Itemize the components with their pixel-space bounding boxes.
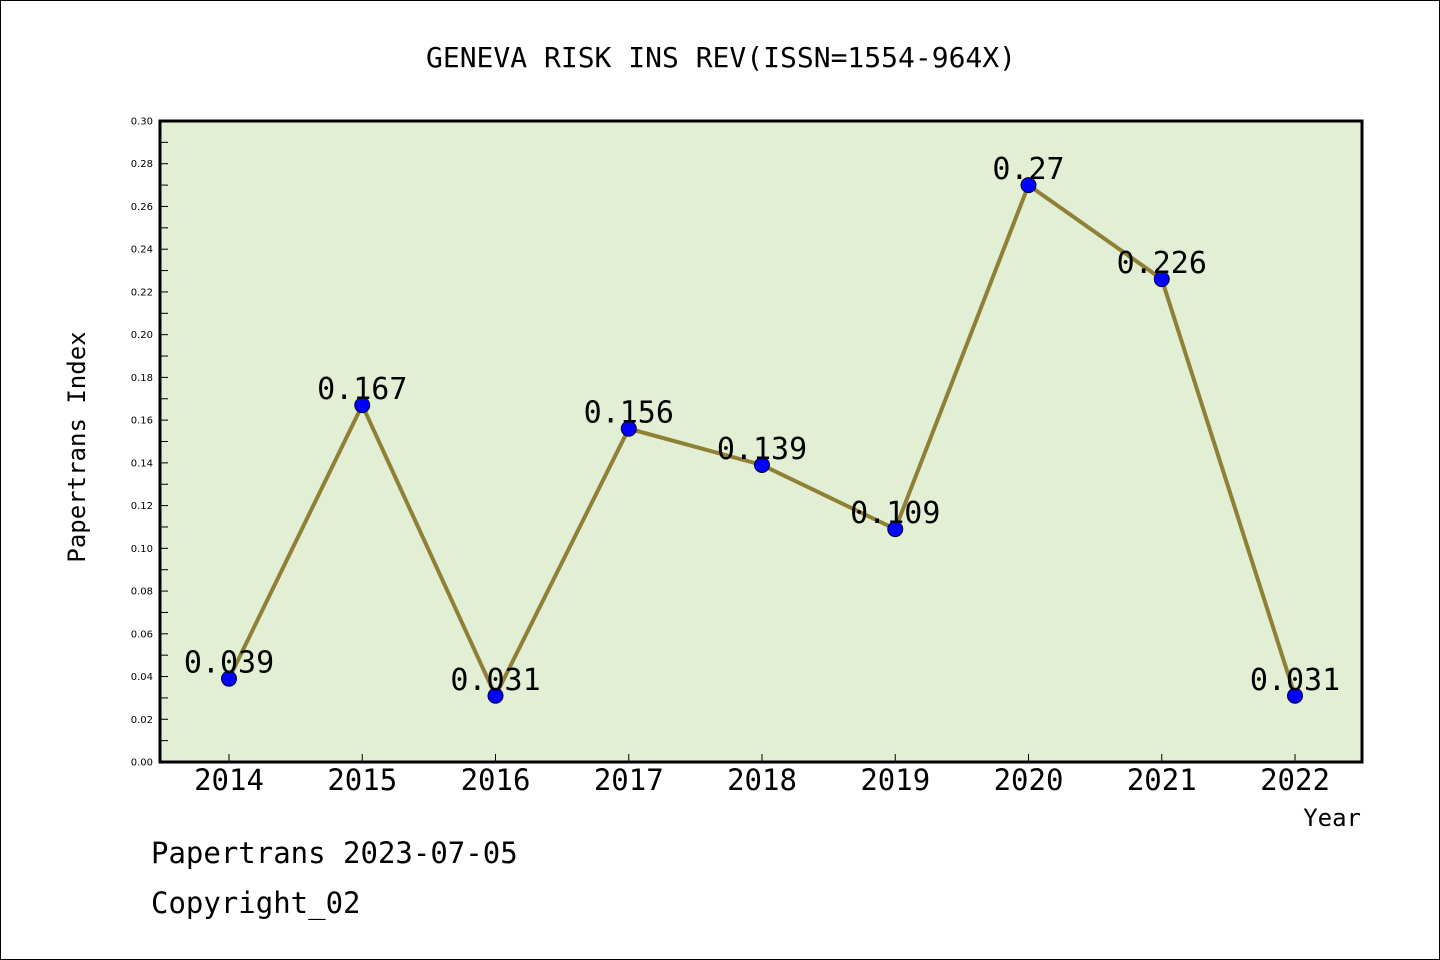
data-label: 0.109 bbox=[850, 496, 940, 531]
data-point bbox=[487, 687, 504, 704]
data-label: 0.156 bbox=[584, 396, 674, 431]
y-tick-label: 0.12 bbox=[131, 501, 153, 512]
x-tick-label: 2014 bbox=[194, 763, 264, 797]
data-point bbox=[221, 670, 237, 687]
x-tick-label: 2016 bbox=[461, 763, 531, 797]
y-tick-label: 0.24 bbox=[131, 245, 153, 256]
y-tick-label: 0.14 bbox=[131, 458, 153, 469]
y-tick-label: 0.02 bbox=[131, 715, 153, 726]
footer-date: Papertrans 2023-07-05 bbox=[151, 836, 518, 870]
x-axis: 2014 2015 2016 2017 2018 2019 2020 2021 2022 bbox=[194, 754, 1330, 797]
data-point bbox=[1153, 271, 1170, 288]
y-tick-label: 0.10 bbox=[131, 544, 153, 555]
y-tick-label: 0.20 bbox=[131, 330, 153, 341]
data-label: 0.031 bbox=[1250, 663, 1340, 698]
y-tick-label: 0.00 bbox=[131, 758, 153, 769]
y-tick-label: 0.18 bbox=[131, 373, 153, 384]
data-point bbox=[1020, 177, 1037, 194]
footer-copyright: Copyright_02 bbox=[151, 886, 361, 920]
y-axis: 0.00 0.02 0.04 0.06 0.08 0.10 0.12 0.14 0.16 0.18… bbox=[131, 117, 168, 769]
data-point bbox=[754, 457, 770, 474]
x-tick-label: 2019 bbox=[860, 763, 930, 797]
y-axis-label: Papertrans Index bbox=[63, 331, 91, 562]
y-tick-label: 0.22 bbox=[131, 287, 153, 298]
x-tick-label: 2017 bbox=[594, 763, 664, 797]
data-point bbox=[1287, 687, 1303, 704]
data-point bbox=[887, 521, 904, 538]
data-point bbox=[354, 397, 371, 414]
x-axis-label: Year bbox=[1303, 804, 1361, 832]
data-label: 0.031 bbox=[450, 663, 540, 698]
y-tick-label: 0.28 bbox=[131, 159, 153, 170]
data-label: 0.139 bbox=[717, 432, 807, 467]
x-tick-label: 2021 bbox=[1127, 763, 1197, 797]
y-tick-label: 0.06 bbox=[131, 629, 153, 640]
plot-area bbox=[158, 119, 1364, 764]
data-markers bbox=[221, 177, 1303, 704]
chart-title: GENEVA RISK INS REV(ISSN=1554-964X) bbox=[426, 41, 1016, 74]
x-tick-label: 2018 bbox=[727, 763, 797, 797]
data-label: 0.167 bbox=[317, 372, 407, 407]
y-tick-label: 0.08 bbox=[131, 587, 153, 598]
x-tick-label: 2022 bbox=[1260, 763, 1330, 797]
y-tick-label: 0.26 bbox=[131, 202, 153, 213]
y-tick-label: 0.16 bbox=[131, 416, 153, 427]
data-label: 0.226 bbox=[1117, 246, 1207, 281]
y-tick-label: 0.04 bbox=[131, 672, 153, 683]
data-label: 0.039 bbox=[184, 646, 274, 681]
data-labels: 0.039 0.167 0.031 0.156 0.139 0.109 0.27 0.226 0… bbox=[184, 152, 1340, 698]
x-tick-label: 2020 bbox=[994, 763, 1064, 797]
x-tick-label: 2015 bbox=[327, 763, 397, 797]
y-tick-label: 0.30 bbox=[131, 117, 153, 128]
data-label: 0.27 bbox=[992, 152, 1064, 187]
data-point bbox=[620, 420, 637, 437]
